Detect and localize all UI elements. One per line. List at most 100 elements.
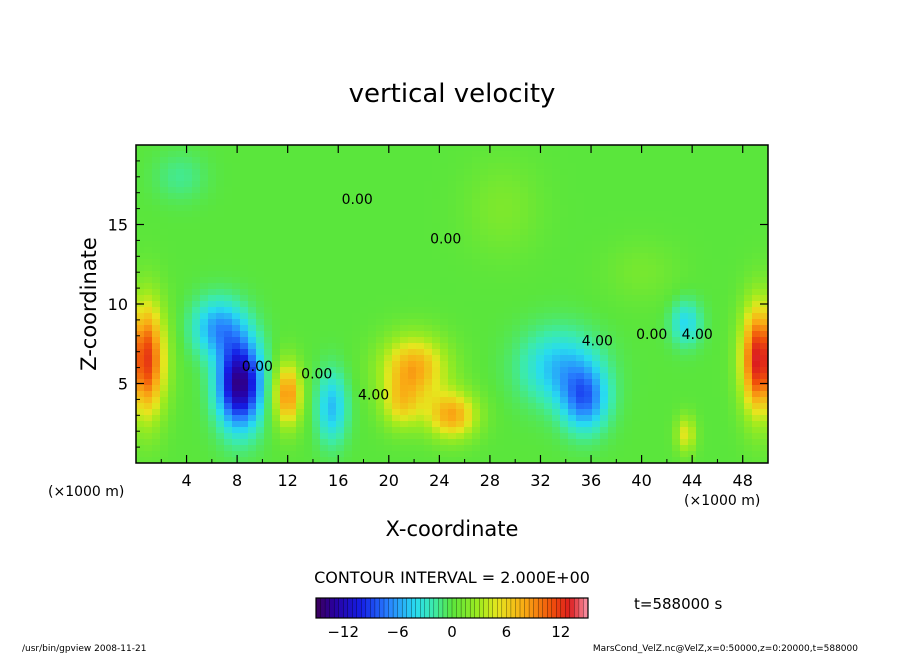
heatmap-cell <box>624 319 633 326</box>
heatmap-cell <box>680 265 689 272</box>
heatmap-cell <box>720 229 729 236</box>
heatmap-cell <box>168 403 177 410</box>
heatmap-cell <box>384 367 393 374</box>
heatmap-cell <box>344 319 353 326</box>
heatmap-cell <box>688 181 697 188</box>
heatmap-cell <box>752 181 761 188</box>
heatmap-cell <box>736 433 745 440</box>
heatmap-cell <box>168 313 177 320</box>
heatmap-cell <box>496 211 505 218</box>
heatmap-cell <box>504 427 513 434</box>
heatmap-cell <box>152 169 161 176</box>
heatmap-cell <box>432 247 441 254</box>
heatmap-cell <box>168 331 177 338</box>
heatmap-cell <box>304 277 313 284</box>
heatmap-cell <box>608 409 617 416</box>
heatmap-cell <box>392 265 401 272</box>
heatmap-cell <box>368 361 377 368</box>
heatmap-cell <box>232 211 241 218</box>
heatmap-cell <box>632 271 641 278</box>
heatmap-cell <box>200 193 209 200</box>
heatmap-cell <box>632 445 641 452</box>
heatmap-cell <box>200 235 209 242</box>
heatmap-cell <box>248 241 257 248</box>
heatmap-cell <box>552 427 561 434</box>
heatmap-cell <box>496 325 505 332</box>
heatmap-cell <box>672 253 681 260</box>
heatmap-cell <box>528 319 537 326</box>
heatmap-cell <box>424 295 433 302</box>
heatmap-cell <box>144 283 153 290</box>
colorbar-segment <box>397 597 403 619</box>
heatmap-cell <box>520 169 529 176</box>
heatmap-cell <box>560 283 569 290</box>
heatmap-cell <box>184 169 193 176</box>
heatmap-cell <box>360 193 369 200</box>
heatmap-cell <box>224 259 233 266</box>
heatmap-cell <box>608 319 617 326</box>
heatmap-cell <box>712 241 721 248</box>
heatmap-cell <box>456 325 465 332</box>
heatmap-cell <box>680 361 689 368</box>
heatmap-cell <box>544 205 553 212</box>
heatmap-cell <box>576 457 585 463</box>
heatmap-cell <box>632 241 641 248</box>
colorbar-segment <box>379 597 385 619</box>
heatmap-cell <box>288 421 297 428</box>
heatmap-cell <box>272 235 281 242</box>
heatmap-cell <box>688 343 697 350</box>
heatmap-cell <box>136 403 145 410</box>
heatmap-cell <box>472 421 481 428</box>
heatmap-cell <box>336 283 345 290</box>
heatmap-cell <box>520 247 529 254</box>
heatmap-cell <box>520 181 529 188</box>
heatmap-cell <box>688 187 697 194</box>
heatmap-cell <box>168 199 177 206</box>
heatmap-cell <box>280 145 289 152</box>
heatmap-cell <box>464 373 473 380</box>
heatmap-cell <box>384 325 393 332</box>
heatmap-cell <box>432 457 441 463</box>
heatmap-cell <box>472 241 481 248</box>
heatmap-cell <box>608 373 617 380</box>
heatmap-cell <box>736 451 745 458</box>
heatmap-cell <box>504 403 513 410</box>
heatmap-cell <box>368 271 377 278</box>
heatmap-cell <box>520 151 529 158</box>
heatmap-cell <box>184 415 193 422</box>
heatmap-cell <box>400 187 409 194</box>
heatmap-cell <box>360 445 369 452</box>
heatmap-cell <box>576 187 585 194</box>
heatmap-cell <box>280 295 289 302</box>
heatmap-cell <box>568 151 577 158</box>
heatmap-cell <box>512 331 521 338</box>
heatmap-cell <box>152 283 161 290</box>
heatmap-cell <box>448 415 457 422</box>
heatmap-cell <box>208 187 217 194</box>
heatmap-cell <box>480 271 489 278</box>
heatmap-cell <box>416 229 425 236</box>
heatmap-cell <box>448 391 457 398</box>
heatmap-cell <box>616 373 625 380</box>
heatmap-cell <box>672 229 681 236</box>
heatmap-cell <box>568 385 577 392</box>
heatmap-cell <box>336 385 345 392</box>
heatmap-cell <box>136 247 145 254</box>
heatmap-cell <box>224 211 233 218</box>
heatmap-cell <box>232 193 241 200</box>
colorbar-segment <box>510 597 516 619</box>
heatmap-cell <box>288 307 297 314</box>
heatmap-cell <box>352 283 361 290</box>
heatmap-cell <box>376 241 385 248</box>
heatmap-cell <box>160 181 169 188</box>
heatmap-cell <box>456 379 465 386</box>
heatmap-cell <box>632 169 641 176</box>
heatmap-cell <box>608 343 617 350</box>
heatmap-cell <box>224 271 233 278</box>
heatmap-cell <box>304 343 313 350</box>
heatmap-cell <box>608 325 617 332</box>
heatmap-cell <box>328 391 337 398</box>
heatmap-cell <box>408 247 417 254</box>
heatmap-cell <box>136 367 145 374</box>
heatmap-cell <box>400 391 409 398</box>
